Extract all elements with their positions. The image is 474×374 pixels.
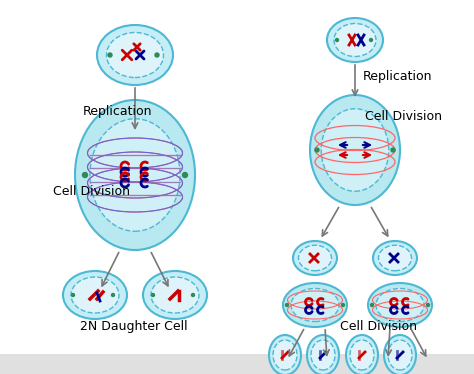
Ellipse shape	[107, 33, 164, 77]
Circle shape	[111, 294, 115, 297]
Ellipse shape	[321, 109, 389, 191]
Circle shape	[72, 294, 74, 297]
Ellipse shape	[90, 119, 180, 231]
Ellipse shape	[151, 277, 199, 313]
Circle shape	[191, 294, 194, 297]
Circle shape	[155, 53, 159, 57]
Ellipse shape	[334, 24, 376, 56]
Ellipse shape	[293, 241, 337, 275]
Bar	[0, 354, 474, 374]
Ellipse shape	[273, 340, 297, 370]
Circle shape	[336, 39, 338, 42]
Ellipse shape	[310, 95, 400, 205]
Circle shape	[341, 303, 345, 307]
Text: Cell Division: Cell Division	[365, 110, 442, 123]
Ellipse shape	[327, 18, 383, 62]
Ellipse shape	[63, 271, 127, 319]
Circle shape	[391, 148, 395, 152]
Ellipse shape	[376, 288, 424, 322]
Circle shape	[108, 53, 112, 57]
Circle shape	[285, 303, 289, 307]
Ellipse shape	[384, 335, 416, 374]
Ellipse shape	[143, 271, 207, 319]
Circle shape	[315, 148, 319, 152]
Ellipse shape	[71, 277, 119, 313]
Ellipse shape	[388, 340, 412, 370]
Circle shape	[82, 172, 88, 178]
Ellipse shape	[283, 283, 347, 327]
Text: Cell Division: Cell Division	[53, 185, 130, 198]
Circle shape	[152, 294, 155, 297]
Ellipse shape	[307, 335, 339, 374]
Ellipse shape	[291, 288, 339, 322]
Circle shape	[427, 303, 429, 307]
Circle shape	[370, 39, 373, 42]
Ellipse shape	[373, 241, 417, 275]
Ellipse shape	[346, 335, 378, 374]
Circle shape	[182, 172, 188, 178]
Ellipse shape	[311, 340, 335, 370]
Circle shape	[371, 303, 374, 307]
Text: Cell Division: Cell Division	[340, 320, 417, 333]
Ellipse shape	[75, 100, 195, 250]
Ellipse shape	[368, 283, 432, 327]
Text: Replication: Replication	[363, 70, 432, 83]
Ellipse shape	[350, 340, 374, 370]
Text: Replication: Replication	[83, 105, 153, 118]
Ellipse shape	[379, 245, 411, 271]
Ellipse shape	[97, 25, 173, 85]
Ellipse shape	[269, 335, 301, 374]
Text: 2N Daughter Cell: 2N Daughter Cell	[80, 320, 188, 333]
Ellipse shape	[299, 245, 331, 271]
